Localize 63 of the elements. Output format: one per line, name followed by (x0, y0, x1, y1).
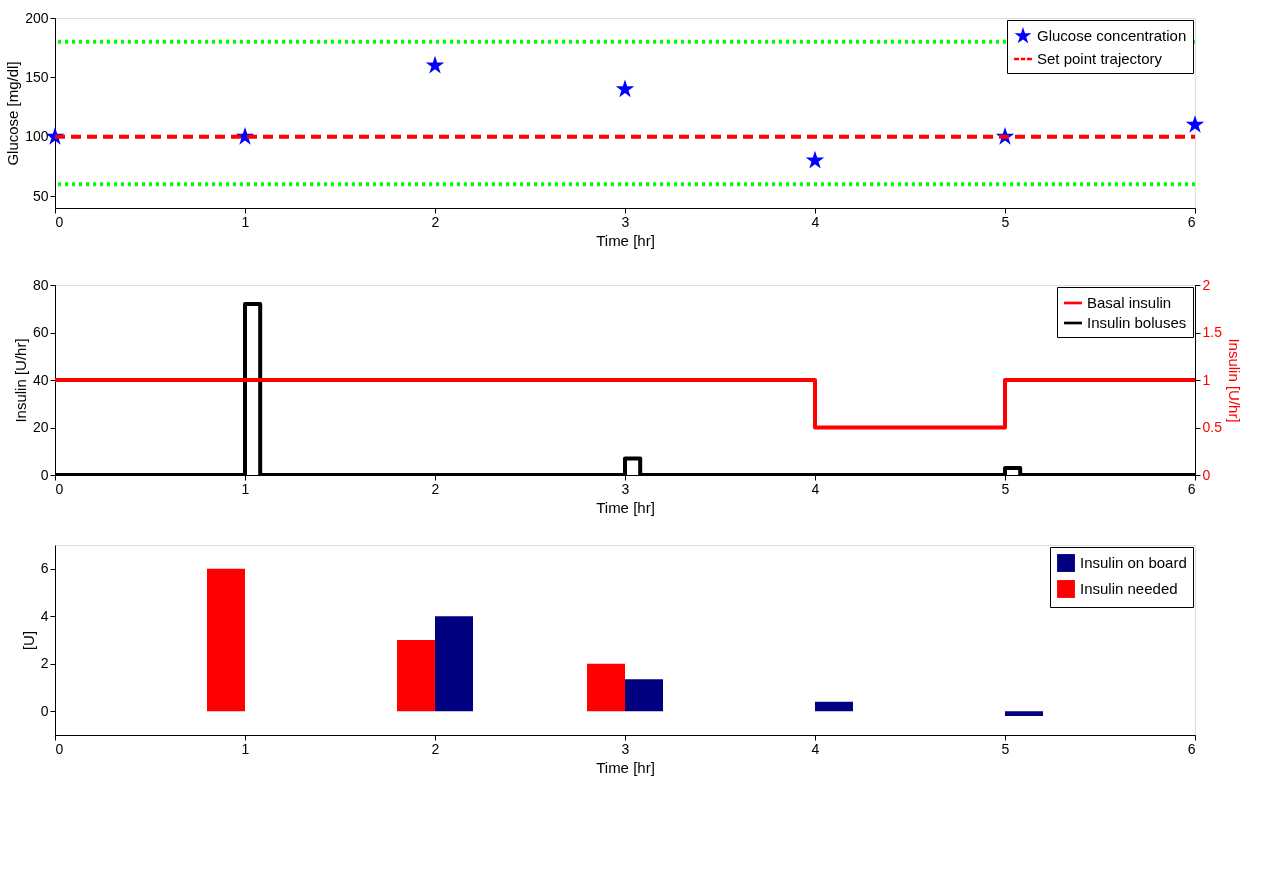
legend-label: Insulin on board (1080, 554, 1187, 571)
x-tick-label: 5 (1001, 213, 1010, 230)
legend-label: Basal insulin (1087, 294, 1172, 311)
x-tick-label: 5 (1001, 740, 1010, 757)
x-tick-label: 1 (241, 213, 250, 230)
y-tick-label: 20 (32, 419, 49, 435)
y-tick-label: 200 (25, 9, 49, 26)
y2-tick-label: 0.5 (1202, 419, 1223, 435)
bar (625, 679, 663, 712)
x-tick-label: 4 (811, 480, 820, 497)
x-tick-label: 4 (811, 213, 820, 230)
x-axis-title: Time [hr] (596, 498, 655, 516)
x-tick-label: 2 (431, 740, 440, 757)
legend-label: Glucose concentration (1037, 27, 1187, 44)
y-tick-label: 6 (40, 560, 49, 577)
point (425, 55, 445, 74)
legend-label: Insulin needed (1080, 580, 1178, 597)
x-tick-label: 0 (55, 213, 64, 230)
legend-label: Set point trajectory (1037, 50, 1163, 67)
y2-tick-label: 1 (1202, 371, 1211, 388)
y-tick-label: 40 (32, 371, 49, 388)
x-tick-label: 0 (55, 480, 64, 497)
x-tick-label: 6 (1187, 740, 1196, 757)
x-tick-label: 2 (431, 480, 440, 497)
y2-tick-label: 0 (1202, 466, 1211, 483)
x-tick-label: 2 (431, 213, 440, 230)
point (805, 150, 825, 169)
bar (435, 616, 473, 712)
y-tick-label: 0 (40, 466, 49, 483)
y-axis-title: Glucose [mg/dl] (4, 61, 22, 166)
y-tick-label: 60 (32, 324, 49, 340)
x-tick-label: 6 (1187, 213, 1196, 230)
bar (397, 640, 435, 712)
point (1185, 115, 1205, 133)
point (615, 79, 635, 98)
y-tick-label: 2 (40, 655, 49, 672)
bar (1005, 711, 1043, 716)
y-tick-label: 80 (32, 276, 49, 293)
x-axis-title: Time [hr] (596, 231, 655, 249)
bar (207, 568, 245, 712)
x-tick-label: 4 (811, 740, 820, 757)
y-tick-label: 100 (25, 128, 49, 145)
x-tick-label: 3 (621, 213, 630, 230)
x-tick-label: 6 (1187, 480, 1196, 497)
y-tick-label: 50 (32, 187, 49, 204)
y2-tick-label: 1.5 (1202, 324, 1223, 340)
bar (815, 701, 853, 712)
x-axis-title: Time [hr] (596, 758, 655, 776)
x-tick-label: 1 (241, 740, 250, 757)
y-tick-label: 150 (25, 68, 49, 85)
y-axis-title: Insulin [U/hr] (11, 338, 29, 423)
y2-tick-label: 2 (1202, 276, 1211, 293)
y-axis-title: [U] (19, 630, 37, 651)
x-tick-label: 3 (621, 480, 630, 497)
x-tick-label: 0 (55, 740, 64, 757)
x-tick-label: 5 (1001, 480, 1010, 497)
legend-label: Insulin boluses (1087, 314, 1187, 331)
x-tick-label: 1 (241, 480, 250, 497)
y-tick-label: 4 (40, 607, 49, 624)
bar (587, 663, 625, 712)
x-tick-label: 3 (621, 740, 630, 757)
y2-axis-title: Insulin [U/hr] (1225, 338, 1243, 423)
y-tick-label: 0 (40, 702, 49, 719)
